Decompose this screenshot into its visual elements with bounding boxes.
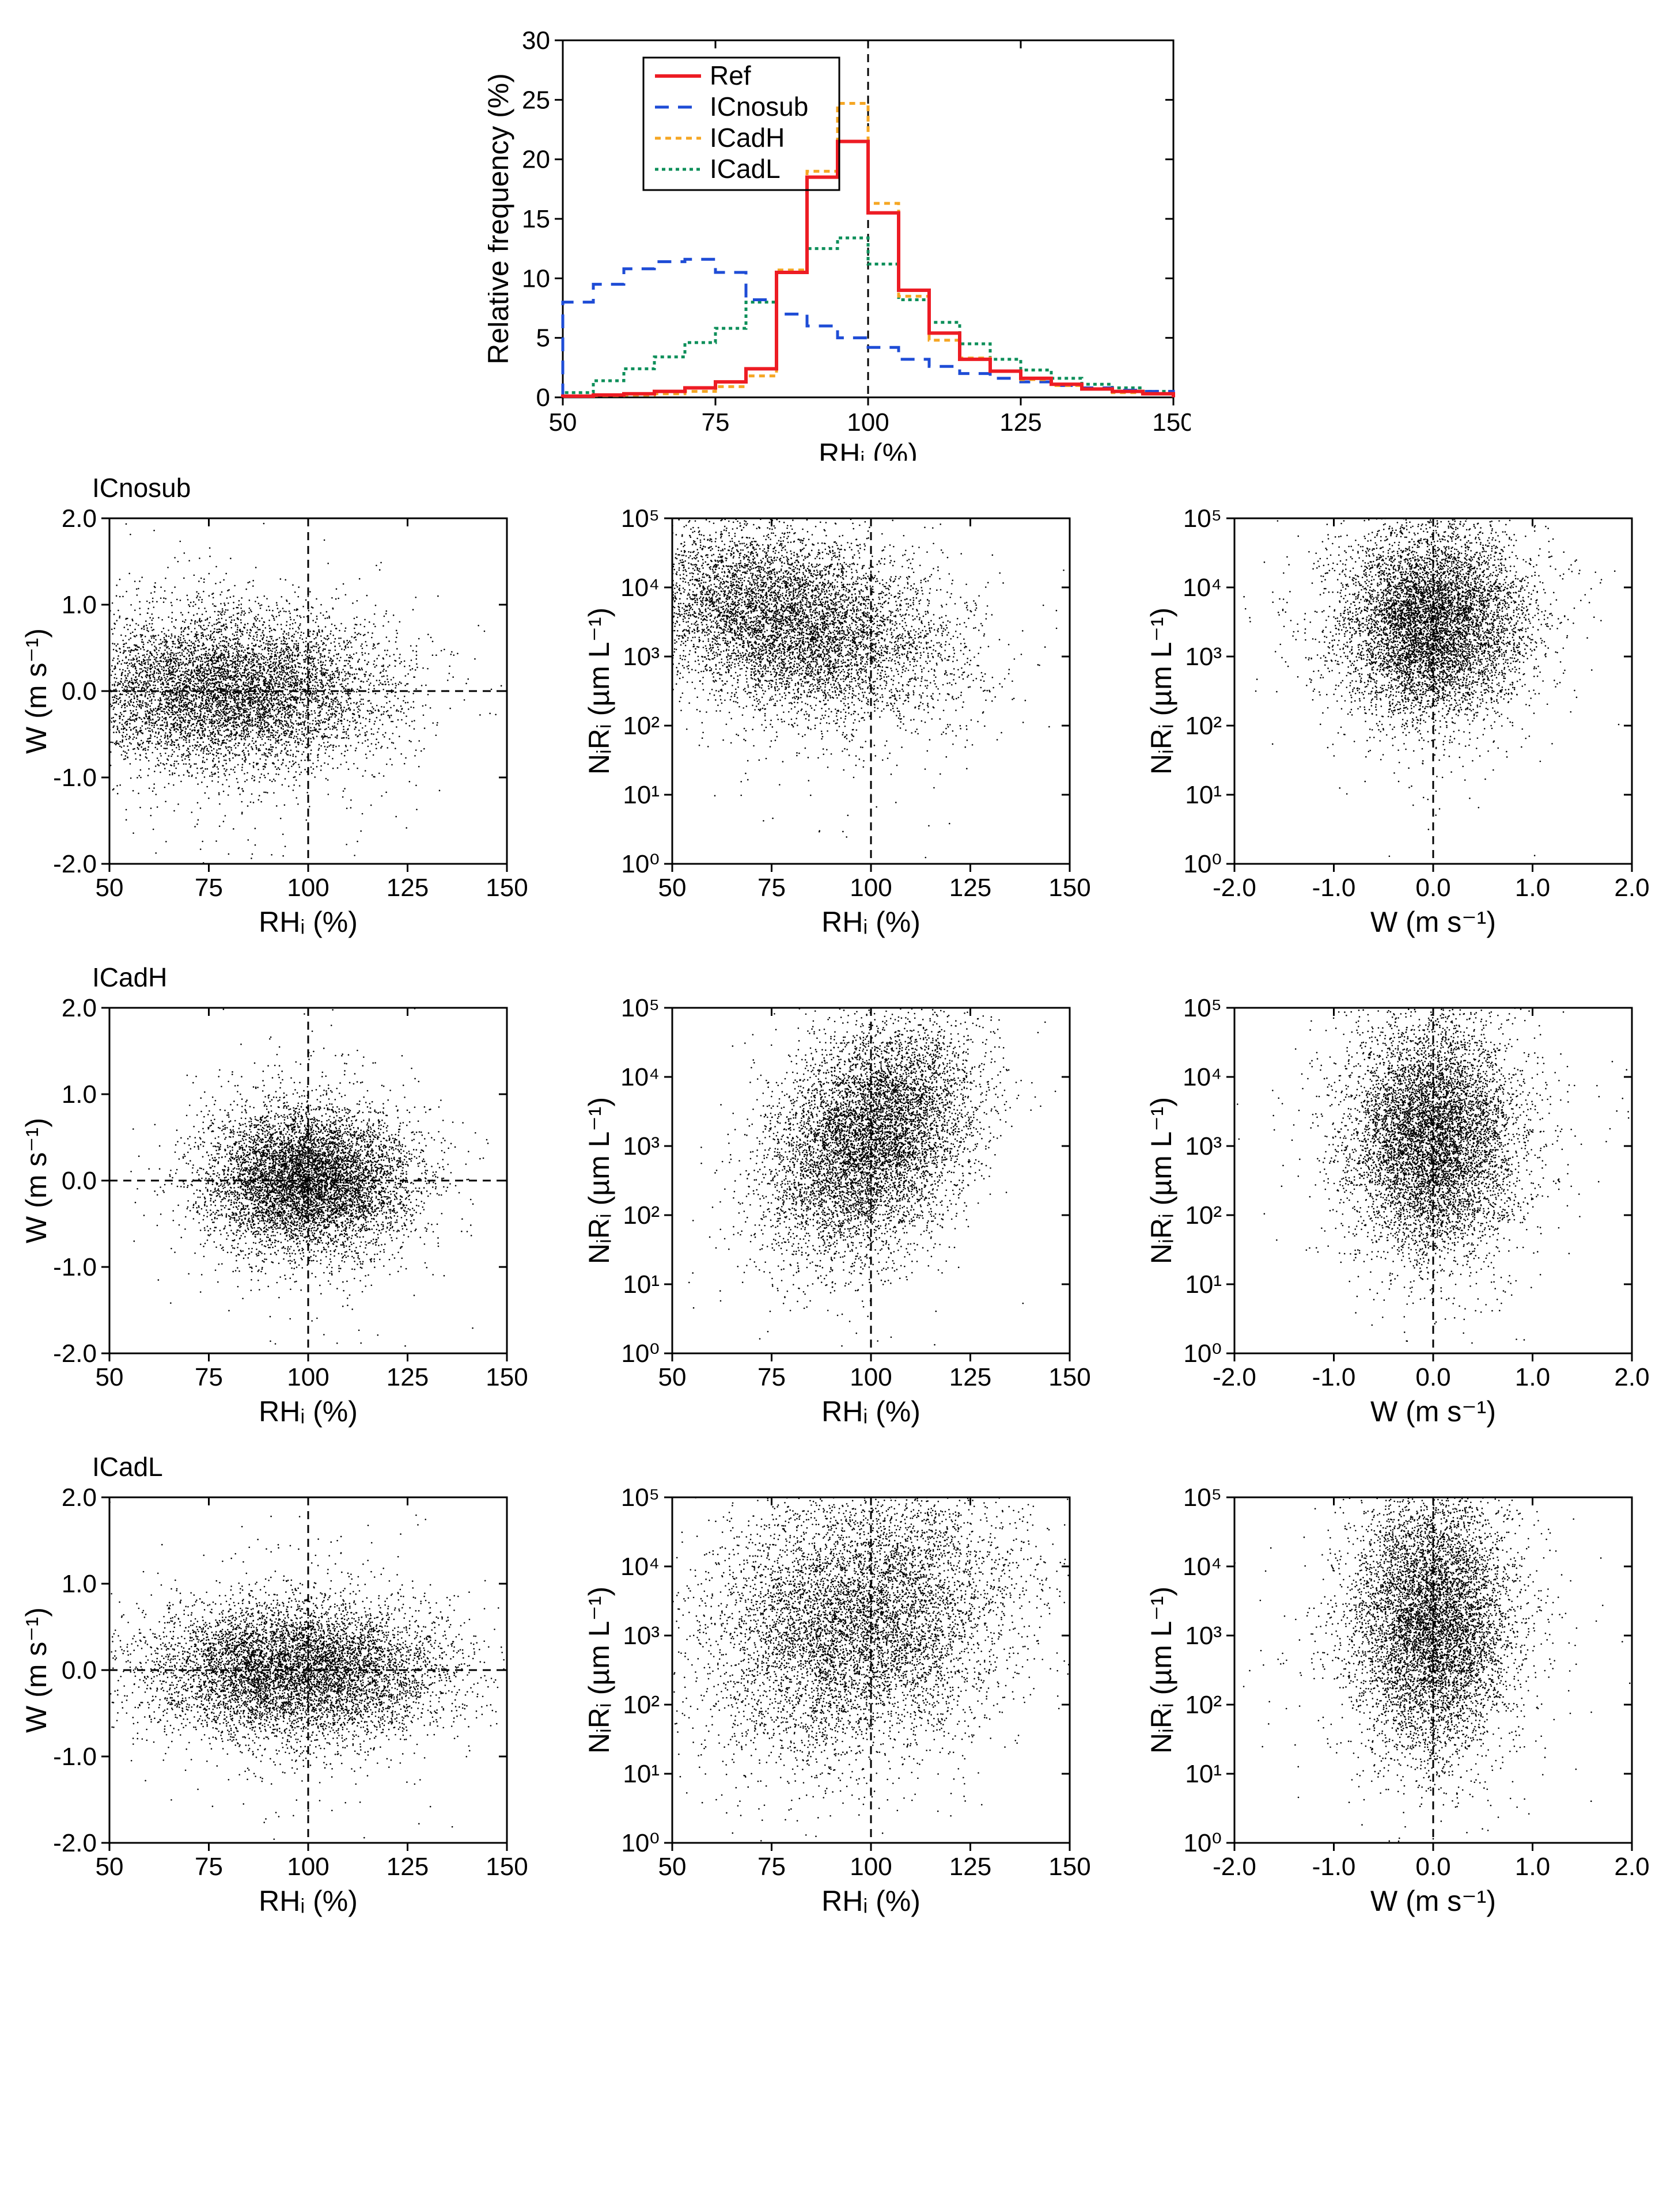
scatter-panel: 507510012515010⁰10¹10²10³10⁴10⁵RHᵢ (%)Nᵢ… xyxy=(586,991,1093,1440)
scatter-panel: 507510012515010⁰10¹10²10³10⁴10⁵RHᵢ (%)Nᵢ… xyxy=(586,501,1093,950)
figure: 50 75 100 125 150 0 5 10 15 20 25 30 RHᵢ (%) Relative… xyxy=(23,23,1655,1929)
scatter-svg: 5075100125150-2.0-1.00.01.02.0RHᵢ (%)W (… xyxy=(23,1480,530,1929)
scatter-svg: 507510012515010⁰10¹10²10³10⁴10⁵RHᵢ (%)Nᵢ… xyxy=(586,1480,1093,1929)
scatter-svg: 507510012515010⁰10¹10²10³10⁴10⁵RHᵢ (%)Nᵢ… xyxy=(586,991,1093,1440)
svg-text:150: 150 xyxy=(1152,408,1191,437)
scatter-panel: -2.0-1.00.01.02.010⁰10¹10²10³10⁴10⁵W (m … xyxy=(1148,991,1655,1440)
svg-text:20: 20 xyxy=(522,146,550,174)
scatter-panel: ICadL5075100125150-2.0-1.00.01.02.0RHᵢ (… xyxy=(23,1480,530,1929)
panel-title: ICadH xyxy=(92,962,167,993)
svg-text:RHᵢ (%): RHᵢ (%) xyxy=(819,438,918,461)
svg-text:50: 50 xyxy=(548,408,577,437)
histogram-svg: 50 75 100 125 150 0 5 10 15 20 25 30 RHᵢ (%) Relative… xyxy=(488,23,1191,461)
scatter-row-ICnosub: ICnosub5075100125150-2.0-1.00.01.02.0RHᵢ… xyxy=(23,501,1655,950)
scatter-panel: 507510012515010⁰10¹10²10³10⁴10⁵RHᵢ (%)Nᵢ… xyxy=(586,1480,1093,1929)
panel-title: ICnosub xyxy=(92,472,191,503)
svg-text:10: 10 xyxy=(522,264,550,293)
svg-text:5: 5 xyxy=(536,324,550,352)
scatter-row-ICadL: ICadL5075100125150-2.0-1.00.01.02.0RHᵢ (… xyxy=(23,1480,1655,1929)
scatter-svg: 507510012515010⁰10¹10²10³10⁴10⁵RHᵢ (%)Nᵢ… xyxy=(586,501,1093,950)
scatter-panel: ICnosub5075100125150-2.0-1.00.01.02.0RHᵢ… xyxy=(23,501,530,950)
scatter-panel: -2.0-1.00.01.02.010⁰10¹10²10³10⁴10⁵W (m … xyxy=(1148,1480,1655,1929)
scatter-row-ICadH: ICadH5075100125150-2.0-1.00.01.02.0RHᵢ (… xyxy=(23,991,1655,1440)
svg-text:0: 0 xyxy=(536,384,550,412)
svg-text:75: 75 xyxy=(701,408,729,437)
histogram-panel: 50 75 100 125 150 0 5 10 15 20 25 30 RHᵢ (%) Relative… xyxy=(488,23,1191,461)
scatter-svg: -2.0-1.00.01.02.010⁰10¹10²10³10⁴10⁵W (m … xyxy=(1148,991,1655,1440)
top-row: 50 75 100 125 150 0 5 10 15 20 25 30 RHᵢ (%) Relative… xyxy=(23,23,1655,461)
scatter-grid: ICnosub5075100125150-2.0-1.00.01.02.0RHᵢ… xyxy=(23,501,1655,1929)
panel-title: ICadL xyxy=(92,1451,163,1482)
svg-text:Ref: Ref xyxy=(710,60,751,90)
svg-text:30: 30 xyxy=(522,26,550,55)
scatter-svg: 5075100125150-2.0-1.00.01.02.0RHᵢ (%)W (… xyxy=(23,991,530,1440)
svg-text:125: 125 xyxy=(999,408,1041,437)
scatter-svg: 5075100125150-2.0-1.00.01.02.0RHᵢ (%)W (… xyxy=(23,501,530,950)
scatter-svg: -2.0-1.00.01.02.010⁰10¹10²10³10⁴10⁵W (m … xyxy=(1148,1480,1655,1929)
svg-text:25: 25 xyxy=(522,86,550,114)
svg-text:ICadH: ICadH xyxy=(710,123,785,153)
scatter-panel: -2.0-1.00.01.02.010⁰10¹10²10³10⁴10⁵W (m … xyxy=(1148,501,1655,950)
scatter-svg: -2.0-1.00.01.02.010⁰10¹10²10³10⁴10⁵W (m … xyxy=(1148,501,1655,950)
svg-text:15: 15 xyxy=(522,205,550,233)
svg-text:100: 100 xyxy=(847,408,889,437)
svg-text:ICadL: ICadL xyxy=(710,154,781,184)
scatter-panel: ICadH5075100125150-2.0-1.00.01.02.0RHᵢ (… xyxy=(23,991,530,1440)
svg-text:Relative frequency (%): Relative frequency (%) xyxy=(488,73,514,365)
svg-text:ICnosub: ICnosub xyxy=(710,92,808,122)
